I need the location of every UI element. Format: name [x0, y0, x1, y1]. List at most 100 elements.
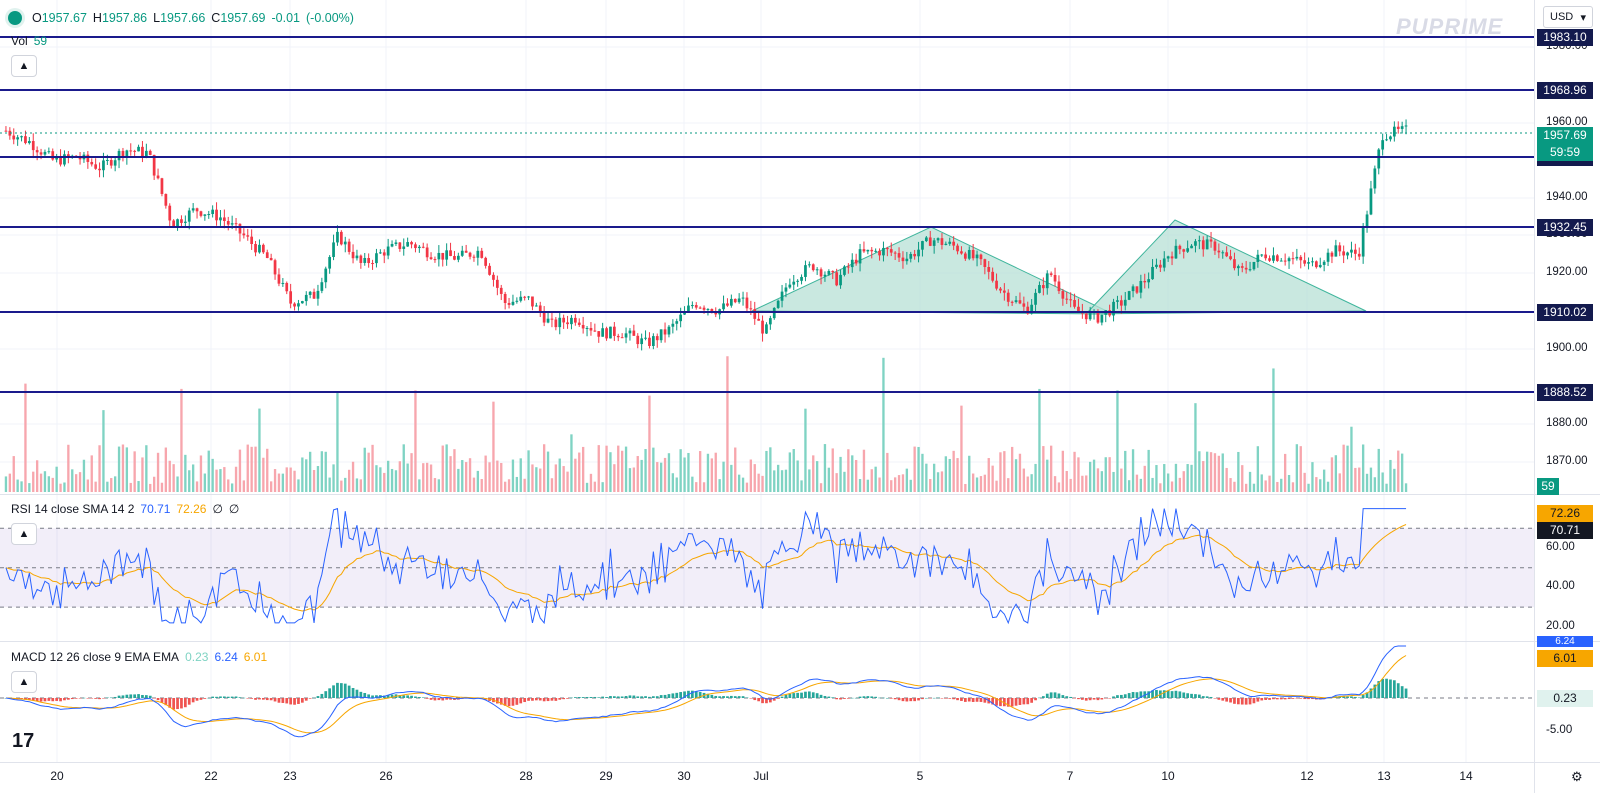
candle-body — [1287, 258, 1291, 262]
volume-bar — [558, 458, 561, 492]
volume-bar — [523, 478, 526, 492]
chevron-down-icon: ▾ — [1580, 11, 1586, 24]
volume-bar — [944, 456, 948, 492]
candle-body — [90, 161, 94, 165]
candle-body — [398, 242, 402, 249]
candle-body — [109, 160, 113, 166]
volume-bar — [503, 481, 507, 492]
macd-histogram-bar — [757, 698, 761, 702]
macd-histogram-bar — [515, 698, 519, 705]
volume-bar — [1244, 483, 1248, 492]
time-axis-label: 23 — [283, 769, 297, 783]
macd-histogram-bar — [905, 698, 909, 702]
macd-histogram-bar — [655, 696, 659, 698]
collapse-macd-button[interactable]: ▲ — [11, 671, 37, 693]
macd-histogram-bar — [277, 698, 281, 703]
volume-bar — [141, 457, 144, 492]
macd-histogram-bar — [144, 695, 148, 698]
volume-bar — [320, 451, 324, 492]
candle-body — [1225, 252, 1229, 257]
candle-body — [1260, 254, 1264, 256]
candle-body — [1127, 291, 1131, 300]
time-axis-label: 29 — [599, 769, 613, 783]
candle-body — [172, 220, 176, 228]
macd-histogram-bar — [187, 698, 191, 705]
volume-bar — [1077, 457, 1080, 492]
volume-bar — [765, 450, 768, 492]
macd-histogram-bar — [1053, 692, 1057, 698]
macd-histogram-bar — [258, 698, 261, 700]
volume-bar — [51, 477, 54, 492]
macd-histogram-bar — [1041, 696, 1045, 698]
macd-histogram-bar — [121, 695, 125, 698]
candle-body — [1158, 264, 1162, 268]
volume-bar — [355, 478, 359, 492]
candle-body — [1139, 280, 1143, 293]
candle-body — [66, 154, 70, 158]
candle-body — [741, 297, 745, 299]
macd-histogram-bar — [312, 697, 316, 699]
volume-bar — [359, 479, 363, 492]
macd-histogram-bar — [948, 698, 952, 699]
macd-histogram-bar — [219, 696, 222, 698]
macd-histogram-bar — [414, 696, 417, 698]
volume-bar — [819, 483, 823, 492]
macd-histogram-bar — [289, 698, 293, 705]
chart-canvas[interactable] — [0, 0, 1534, 793]
macd-value: 6.24 — [214, 650, 238, 664]
settings-gear-icon[interactable]: ⚙ — [1571, 769, 1583, 784]
volume-bar — [620, 450, 624, 492]
candle-body — [1174, 245, 1178, 259]
macd-histogram-bar — [1139, 691, 1143, 698]
candle-body — [1084, 313, 1088, 320]
macd-histogram-bar — [226, 696, 230, 698]
candle-body — [113, 160, 117, 166]
macd-histogram-bar — [589, 697, 593, 698]
candle-body — [644, 337, 647, 339]
volume-bar — [1256, 446, 1260, 492]
macd-histogram-bar — [406, 695, 410, 698]
candle-body — [807, 264, 811, 266]
candle-body — [1053, 274, 1057, 282]
time-axis-label: 13 — [1377, 769, 1391, 783]
macd-histogram-bar — [854, 697, 858, 699]
macd-histogram-bar — [343, 683, 347, 698]
candle-body — [550, 318, 554, 320]
macd-histogram-bar — [285, 698, 289, 704]
candle-body — [1143, 280, 1147, 283]
candle-body — [519, 296, 523, 301]
rsi-extra-2: ∅ — [228, 502, 240, 516]
macd-histogram-bar — [800, 692, 803, 698]
collapse-rsi-button[interactable]: ▲ — [11, 523, 37, 545]
candle-body — [1182, 249, 1186, 252]
candle-body — [456, 255, 460, 260]
collapse-legend-button[interactable]: ▲ — [11, 55, 37, 77]
volume-bar — [1166, 473, 1170, 492]
candle-body — [94, 164, 98, 169]
market-status-icon[interactable] — [8, 11, 22, 25]
macd-histogram-bar — [632, 695, 636, 698]
volume-bar — [788, 452, 792, 492]
candle-body — [636, 335, 640, 345]
macd-histogram-bar — [1100, 698, 1104, 700]
candle-body — [527, 296, 530, 298]
volume-bar — [698, 451, 702, 492]
candle-body — [917, 249, 920, 257]
volume-bar — [145, 445, 148, 492]
volume-bar — [418, 479, 421, 492]
volume-bar — [1069, 478, 1072, 492]
volume-bar — [1319, 479, 1322, 492]
candle-body — [733, 298, 737, 303]
candle-body — [792, 281, 796, 285]
currency-select[interactable]: USD ▾ — [1543, 6, 1593, 28]
candle-body — [328, 256, 332, 269]
macd-histogram-bar — [1256, 698, 1260, 702]
candle-body — [1010, 301, 1014, 303]
volume-bar — [936, 472, 940, 492]
volume-bar — [714, 452, 717, 492]
volume-bar — [1260, 474, 1263, 492]
candle-body — [367, 258, 371, 264]
candle-body — [1170, 256, 1174, 259]
macd-histogram-bar — [546, 698, 550, 702]
candle-body — [846, 266, 850, 268]
